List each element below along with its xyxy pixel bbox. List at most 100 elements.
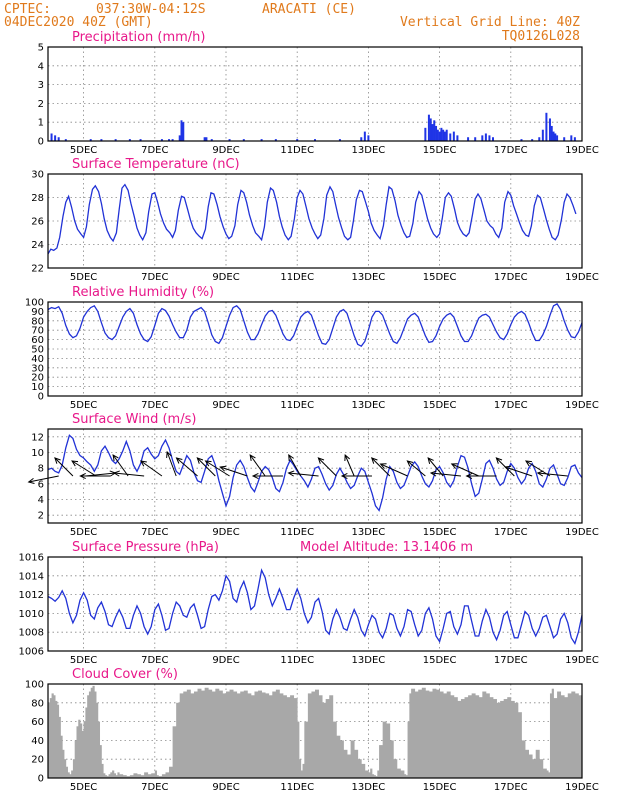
cloud-bar — [69, 774, 72, 778]
wind-arrow — [205, 460, 230, 477]
cloud-bar — [373, 775, 376, 778]
wind-arrow — [380, 463, 408, 477]
precip-bar — [160, 139, 163, 141]
wind-arrow — [166, 451, 177, 477]
cloud-bar — [370, 768, 373, 778]
cloud-bar — [343, 749, 348, 778]
x-tick-label: 19DEC — [565, 272, 599, 283]
y-tick-label: 3 — [38, 80, 44, 91]
wind-arrowhead — [249, 454, 256, 461]
wind-arrowhead — [340, 472, 348, 480]
y-tick-label: 30 — [31, 170, 44, 181]
cloud-bar — [104, 775, 108, 778]
cloud-bar — [500, 700, 505, 778]
cloud-bar — [218, 690, 223, 778]
wind-arrowhead — [406, 460, 414, 467]
cloud-bar — [293, 698, 298, 778]
cloud-bar — [140, 775, 145, 778]
precip-bar — [433, 120, 436, 141]
y-tick-label: 1016 — [19, 553, 44, 564]
cloud-bar — [414, 691, 419, 778]
y-tick-label: 60 — [31, 335, 44, 346]
x-tick-label: 5DEC — [70, 782, 97, 793]
precip-bar — [573, 137, 576, 141]
cloud-bar — [161, 774, 166, 778]
wind-arrow — [318, 457, 337, 477]
cloud-bar — [265, 693, 270, 778]
cloud-bar — [347, 754, 351, 778]
precip-bar — [481, 135, 484, 141]
cloud-bar — [386, 723, 391, 778]
wind-arrowhead — [536, 470, 544, 477]
precip-bar — [89, 139, 92, 141]
wind-arrowhead — [427, 457, 434, 464]
cloud-bar — [507, 697, 512, 778]
x-tick-label: 7DEC — [141, 400, 168, 411]
cloud-bar — [58, 716, 61, 778]
wind-arrow — [430, 472, 462, 477]
wind-arrowhead — [288, 454, 294, 462]
cloud-bar — [215, 688, 220, 778]
x-tick-label: 13DEC — [352, 400, 386, 411]
cloud-bar — [247, 693, 252, 778]
cloud-bar — [439, 691, 444, 778]
x-tick-label: 7DEC — [141, 527, 168, 538]
cloud-bar — [88, 691, 92, 778]
cloud-bar — [53, 695, 56, 778]
panel-cloud-cover: 0 20 40 60 80 100 5DEC 7DEC 9DEC 11DEC 13DEC 15DEC 1… — [25, 680, 599, 794]
precip-bar — [435, 125, 438, 141]
x-tick-label: 17DEC — [494, 145, 528, 156]
cloud-bar — [67, 772, 70, 778]
cloud-bar — [564, 697, 569, 778]
cloud-bar — [571, 691, 576, 778]
cloud-bar — [350, 740, 355, 778]
cloud-bar — [453, 697, 458, 778]
precip-bar — [64, 139, 67, 141]
cloud-bar — [186, 689, 191, 778]
precip-bar — [260, 139, 263, 141]
cloud-bar — [475, 695, 480, 778]
y-tick-label: 40 — [31, 354, 44, 365]
cloud-bar — [254, 691, 259, 778]
cloud-bar — [560, 695, 565, 778]
cloud-bar — [311, 691, 316, 778]
wind-arrow — [249, 454, 266, 477]
cloud-bar — [478, 697, 483, 778]
cloud-bar — [60, 735, 63, 778]
cloud-bar — [81, 731, 84, 778]
wind-arrowhead — [287, 470, 295, 477]
cloud-bar — [443, 693, 448, 778]
pressure-annotation: Model Altitude: 13.1406 m — [300, 540, 473, 555]
cloud-bar — [71, 770, 74, 778]
header-run: 04DEC2020 40Z (GMT) — [4, 15, 153, 30]
cloud-bar — [96, 702, 99, 778]
x-tick-label: 11DEC — [280, 655, 314, 666]
cloud-bar — [80, 723, 83, 778]
cloud-bar — [551, 688, 554, 778]
cloud-bar — [489, 697, 494, 778]
y-tick-label: 100 — [25, 298, 44, 309]
cloud-bar — [243, 690, 248, 778]
precip-bar — [242, 139, 245, 141]
wind-arrowhead — [429, 470, 437, 477]
cloud-bar — [578, 695, 583, 778]
wind-arrowhead — [204, 460, 212, 467]
header-vgrid: Vertical Grid Line: 40Z — [400, 15, 580, 30]
cloud-bar — [421, 687, 426, 778]
precip-bar — [541, 129, 544, 141]
wind-arrowhead — [79, 472, 86, 480]
cloud-bar — [496, 702, 501, 778]
cloud-bar — [446, 691, 451, 778]
y-tick-label: 12 — [31, 432, 44, 443]
x-tick-label: 19DEC — [565, 400, 599, 411]
cloud-bar — [325, 699, 330, 778]
wind-arrow — [344, 454, 355, 477]
cloud-bar — [179, 693, 184, 778]
wind-arrow — [140, 460, 163, 477]
wind-arrow — [288, 472, 319, 477]
cloud-bar — [549, 693, 553, 778]
wind-arrowhead — [317, 457, 325, 464]
cloud-bar — [546, 770, 549, 778]
cloud-bar — [548, 772, 551, 778]
cloud-bar — [389, 740, 394, 778]
